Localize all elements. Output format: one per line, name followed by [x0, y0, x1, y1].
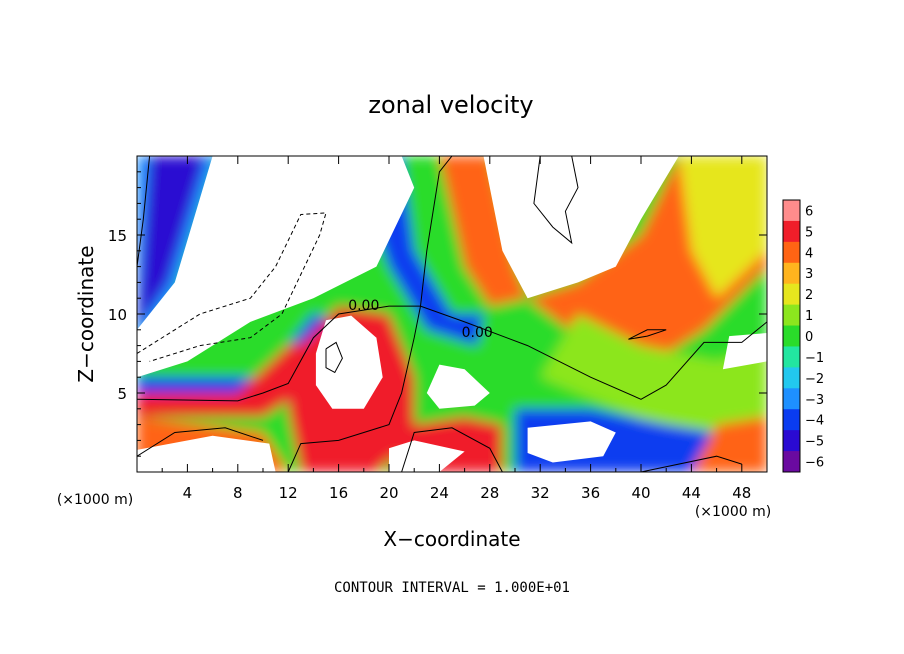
y-axis-ticks: 5 10 15: [108, 171, 767, 457]
y-tick-label: 10: [108, 306, 127, 324]
colorbar-cell: [783, 451, 800, 473]
colorbar-label: 2: [805, 288, 813, 303]
colorbar-cell: [783, 220, 800, 243]
colorbar-cell: [783, 200, 800, 222]
x-tick-label: 40: [631, 484, 650, 502]
x-tick-label: 44: [682, 484, 701, 502]
white-region-upper-right: [483, 156, 679, 299]
colorbar-cell: [783, 430, 800, 452]
contour-lower-left: [137, 427, 264, 457]
contour-dashed-upper-left: [137, 212, 327, 362]
contour-interval-footer: CONTOUR INTERVAL = 1.000E+01: [334, 580, 570, 596]
contour-label: 0.00: [462, 325, 493, 341]
colorbar-label: −1: [805, 351, 824, 366]
x-tick-label: 8: [233, 484, 243, 502]
white-region-center-right: [426, 364, 490, 409]
colorbar-cell: [783, 241, 800, 264]
colorbar-label: −4: [805, 414, 824, 429]
white-region-lower-left: [137, 435, 276, 472]
x-unit-label-left: (×1000 m): [57, 492, 133, 508]
chart-title: zonal velocity: [368, 91, 533, 119]
x-tick-label: 32: [531, 484, 550, 502]
y-tick-label: 5: [117, 385, 127, 403]
colorbar-label: 0: [805, 330, 813, 345]
contour-lines: 0.00 0.00: [137, 156, 767, 472]
region-yellow-right: [678, 156, 767, 299]
colorbar-cell: [783, 283, 800, 306]
x-axis-ticks: 4 8 12 16 20 24 28 32 36 40 44 48: [161, 156, 751, 502]
contour-zero-main: [137, 305, 767, 402]
x-tick-label: 12: [279, 484, 298, 502]
x-axis-label: X−coordinate: [383, 527, 520, 551]
y-axis-label: Z−coordinate: [74, 245, 98, 382]
velocity-field: [137, 156, 767, 472]
colorbar-label: 3: [805, 267, 813, 282]
x-unit-label-right: (×1000 m): [695, 504, 771, 520]
colorbar-cell: [783, 304, 800, 327]
contour-bottom-right: [640, 455, 742, 472]
colorbar-label: 4: [805, 246, 813, 261]
colorbar-label: −2: [805, 372, 824, 387]
x-tick-label: 24: [430, 484, 449, 502]
contour-label: 0.00: [348, 298, 379, 314]
contour-zero-bottom: [401, 427, 503, 472]
colorbar-cell: [783, 325, 800, 347]
colorbar-label: 5: [805, 225, 813, 240]
x-tick-label: 28: [480, 484, 499, 502]
white-region-bottom-middle: [389, 440, 465, 472]
region-red-bottom-right: [691, 416, 767, 472]
colorbar-frame: [782, 199, 801, 473]
colorbar-label: −5: [805, 435, 824, 450]
column-green: [401, 156, 490, 314]
column-red: [439, 156, 528, 307]
x-tick-label: 36: [581, 484, 600, 502]
y-tick-label: 15: [108, 227, 127, 245]
white-region-upper-left: [137, 156, 415, 378]
contour-center-loop: [325, 341, 343, 374]
white-region-center: [315, 315, 383, 409]
x-tick-label: 16: [329, 484, 348, 502]
x-tick-label: 48: [732, 484, 751, 502]
colorbar-label: −6: [805, 456, 824, 471]
colorbar: 6 5 4 3 2 1 0 −1 −2 −3 −4 −5 −6: [782, 199, 824, 473]
colorbar-cell: [783, 367, 800, 389]
colorbar-label: 1: [805, 309, 813, 324]
colorbar-cell: [783, 346, 800, 368]
contour-small-loop: [628, 329, 667, 340]
colorbar-label: −3: [805, 393, 824, 408]
band-left-deep: [137, 156, 207, 330]
colorbar-label: 6: [805, 204, 813, 219]
colorbar-cell: [783, 409, 800, 431]
contour-zero-center-left: [287, 306, 421, 472]
contour-upper-right-loop: [533, 156, 579, 245]
region-green-right: [540, 314, 767, 441]
colorbar-cell: [783, 262, 800, 285]
white-region-lower-right: [527, 421, 616, 463]
colorbar-cell: [783, 388, 800, 410]
x-tick-label: 20: [379, 484, 398, 502]
x-tick-label: 4: [183, 484, 193, 502]
contour-zero-column: [420, 156, 453, 307]
